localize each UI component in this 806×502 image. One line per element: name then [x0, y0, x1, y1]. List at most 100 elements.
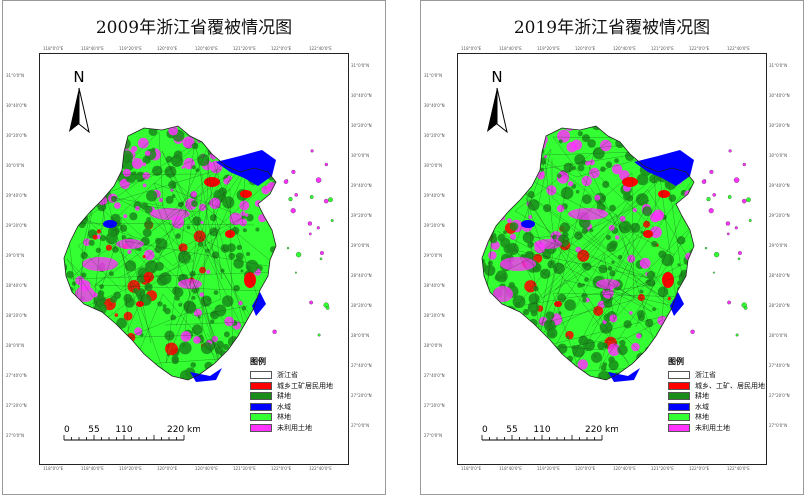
longitude-tick-label: 122°0'0"E	[689, 466, 710, 471]
legend-item: 浙江省	[250, 370, 348, 381]
latitude-tick-label: 27°0'0"N	[6, 433, 25, 438]
latitude-tick-label: 30°40'0"N	[424, 103, 445, 108]
legend-item: 未利用土地	[668, 423, 766, 434]
longitude-tick-label: 122°40'0"E	[727, 466, 750, 471]
north-arrow-icon: N	[487, 68, 508, 134]
latitude-tick-label: 27°0'0"N	[351, 423, 370, 428]
latitude-tick-label: 28°40'0"N	[351, 273, 372, 278]
longitude-tick-label: 122°0'0"E	[271, 46, 292, 51]
latitude-tick-label: 29°0'0"N	[424, 253, 443, 258]
longitude-tick-label: 121°20'0"E	[651, 46, 674, 51]
legend-label: 耕地	[695, 392, 709, 401]
legend: 图例 浙江省 城乡工矿居民用地 耕地 水域 林地 未利用土地	[250, 356, 348, 434]
scale-bar: 0 55 110 220 km	[478, 422, 619, 448]
map-frame: N 图例 浙江省 城乡、工矿、居民用地 耕地 水域 林地 未利用土地 0 55 110 220 …	[457, 53, 767, 465]
legend-label: 未利用土地	[695, 423, 730, 432]
longitude-tick-label: 120°40'0"E	[613, 466, 636, 471]
longitude-tick-label: 122°0'0"E	[689, 46, 710, 51]
longitude-tick-label: 118°40'0"E	[81, 46, 104, 51]
latitude-tick-label: 30°20'0"N	[351, 123, 372, 128]
legend-item: 浙江省	[668, 370, 766, 381]
legend-swatch	[250, 423, 272, 432]
longitude-tick-label: 118°40'0"E	[81, 466, 104, 471]
latitude-tick-label: 27°20'0"N	[769, 393, 790, 398]
latitude-tick-label: 28°0'0"N	[424, 343, 443, 348]
legend-title: 图例	[250, 357, 266, 366]
latitude-tick-label: 27°20'0"N	[424, 403, 445, 408]
latitude-tick-label: 27°20'0"N	[351, 393, 372, 398]
legend-item: 城乡、工矿、居民用地	[668, 381, 766, 392]
longitude-tick-label: 119°20'0"E	[119, 466, 142, 471]
legend-swatch	[668, 381, 690, 390]
scale-bar: 0 55 110 220 km	[60, 422, 201, 448]
legend-label: 浙江省	[277, 371, 298, 380]
latitude-tick-label: 29°20'0"N	[6, 223, 27, 228]
latitude-tick-label: 30°0'0"N	[424, 163, 443, 168]
legend-title: 图例	[668, 357, 684, 366]
legend-label: 城乡工矿居民用地	[277, 381, 333, 390]
longitude-tick-label: 119°20'0"E	[537, 466, 560, 471]
latitude-tick-label: 28°0'0"N	[351, 333, 370, 338]
legend-label: 浙江省	[695, 371, 716, 380]
longitude-tick-label: 118°0'0"E	[461, 466, 482, 471]
latitude-tick-label: 28°20'0"N	[6, 313, 27, 318]
latitude-tick-label: 28°0'0"N	[769, 333, 788, 338]
legend-item: 未利用土地	[250, 423, 348, 434]
latitude-tick-label: 30°0'0"N	[6, 163, 25, 168]
north-arrow-icon: N	[69, 68, 90, 134]
scale-tick-label: 0	[64, 425, 70, 435]
map-panel-2009: 2009年浙江省覆被情况图 N 图例 浙江省 城乡工矿居民用地 耕地 水域 林地 未利用土…	[2, 0, 386, 495]
longitude-tick-label: 120°0'0"E	[157, 46, 178, 51]
legend-swatch	[668, 371, 690, 380]
latitude-tick-label: 29°20'0"N	[351, 213, 372, 218]
legend: 图例 浙江省 城乡、工矿、居民用地 耕地 水域 林地 未利用土地	[668, 356, 766, 434]
legend-swatch	[250, 381, 272, 390]
latitude-tick-label: 31°0'0"N	[424, 73, 443, 78]
latitude-tick-label: 27°0'0"N	[769, 423, 788, 428]
latitude-tick-label: 31°0'0"N	[6, 73, 25, 78]
longitude-tick-label: 122°40'0"E	[727, 46, 750, 51]
latitude-tick-label: 30°0'0"N	[351, 153, 370, 158]
legend-swatch	[668, 413, 690, 422]
latitude-tick-label: 28°20'0"N	[351, 303, 372, 308]
latitude-tick-label: 30°40'0"N	[351, 93, 372, 98]
legend-item: 林地	[250, 412, 348, 423]
longitude-tick-label: 118°0'0"E	[43, 466, 64, 471]
longitude-tick-label: 120°0'0"E	[575, 46, 596, 51]
longitude-tick-label: 121°20'0"E	[233, 466, 256, 471]
longitude-tick-label: 120°0'0"E	[157, 466, 178, 471]
latitude-tick-label: 27°20'0"N	[6, 403, 27, 408]
map-frame: N 图例 浙江省 城乡工矿居民用地 耕地 水域 林地 未利用土地 0 55 110 220 km	[39, 53, 349, 465]
latitude-tick-label: 29°40'0"N	[351, 183, 372, 188]
latitude-tick-label: 29°0'0"N	[6, 253, 25, 258]
scale-tick-label: 0	[482, 425, 488, 435]
latitude-tick-label: 27°40'0"N	[769, 363, 790, 368]
latitude-tick-label: 30°20'0"N	[769, 123, 790, 128]
scale-tick-label: 110	[533, 425, 550, 435]
latitude-tick-label: 30°20'0"N	[424, 133, 445, 138]
scale-tick-label: 220 km	[585, 425, 618, 435]
latitude-tick-label: 28°0'0"N	[6, 343, 25, 348]
legend-swatch	[250, 413, 272, 422]
latitude-tick-label: 27°40'0"N	[6, 373, 27, 378]
longitude-tick-label: 120°40'0"E	[613, 46, 636, 51]
map-panel-2019: 2019年浙江省覆被情况图 N 图例 浙江省 城乡、工矿、居民用地 耕地 水域 林地 未利…	[420, 0, 804, 495]
legend-item: 耕地	[668, 391, 766, 402]
latitude-tick-label: 31°0'0"N	[769, 63, 788, 68]
latitude-tick-label: 29°0'0"N	[351, 243, 370, 248]
scale-tick-label: 55	[88, 425, 99, 435]
longitude-tick-label: 119°20'0"E	[537, 46, 560, 51]
latitude-tick-label: 28°20'0"N	[424, 313, 445, 318]
legend-label: 林地	[695, 413, 709, 422]
scale-tick-label: 220 km	[167, 425, 200, 435]
scale-bar-graphic: 0 55 110 220 km	[63, 425, 201, 441]
scale-tick-label: 55	[506, 425, 517, 435]
longitude-tick-label: 120°40'0"E	[195, 46, 218, 51]
latitude-tick-label: 27°40'0"N	[351, 363, 372, 368]
latitude-tick-label: 29°40'0"N	[6, 193, 27, 198]
longitude-tick-label: 118°0'0"E	[461, 46, 482, 51]
longitude-tick-label: 122°0'0"E	[271, 466, 292, 471]
legend-swatch	[250, 392, 272, 401]
scale-bar-graphic: 0 55 110 220 km	[481, 425, 619, 441]
legend-swatch	[668, 392, 690, 401]
